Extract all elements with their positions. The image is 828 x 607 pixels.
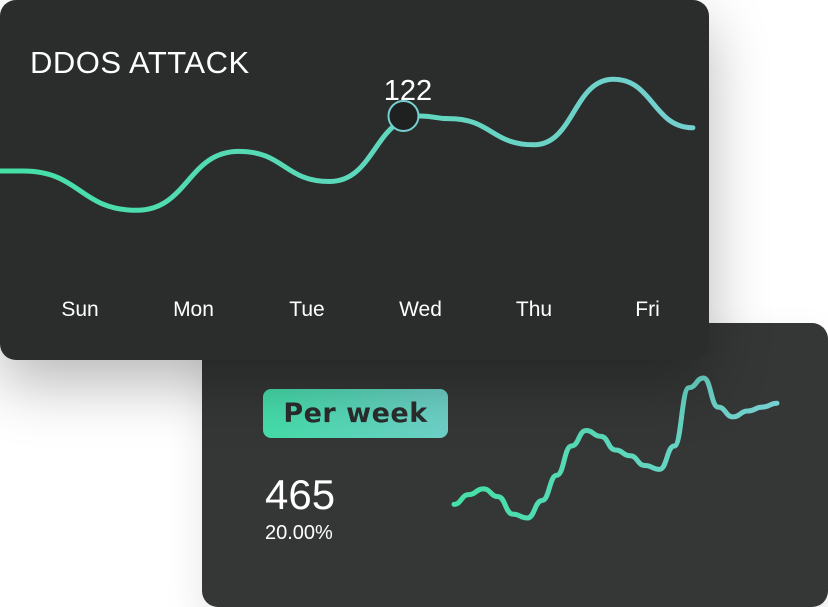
chart-title: DDOS ATTACK	[30, 45, 250, 80]
peak-value-label: 122	[383, 75, 433, 107]
ddos-line-chart	[0, 76, 696, 213]
weekly-total-value: 465	[265, 471, 336, 518]
x-tick-label: Wed	[399, 298, 442, 321]
per-week-badge: Per week	[263, 389, 448, 438]
peak-point-marker[interactable]	[387, 99, 420, 132]
per-week-sparkline	[451, 375, 780, 521]
ddos-attack-card: DDOS ATTACK 122 Sun Mon Tue Wed Thu Fri	[0, 0, 709, 360]
per-week-series-line	[451, 375, 780, 521]
x-tick-label: Tue	[289, 298, 325, 321]
x-tick-label: Mon	[173, 298, 214, 321]
x-tick-label: Fri	[635, 298, 660, 321]
per-week-card: Per week 465 20.00%	[202, 323, 828, 607]
x-tick-label: Sun	[61, 298, 99, 321]
weekly-change-percent: 20.00%	[265, 522, 333, 544]
x-tick-label: Thu	[515, 298, 553, 321]
ddos-series-line	[0, 76, 696, 213]
